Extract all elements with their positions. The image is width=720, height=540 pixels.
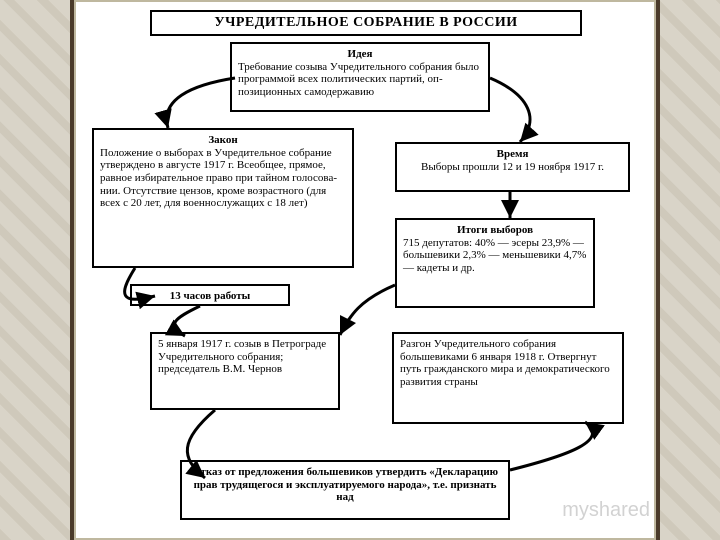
node-refusal: Отказ от предложения большевиков утверди… xyxy=(180,460,510,520)
node-jan5: 5 января 1917 г. со­зыв в Петрограде Учр… xyxy=(150,332,340,410)
node-idea-title: Идея xyxy=(238,48,482,61)
node-dispersal: Разгон Учредительного собрания большевик… xyxy=(392,332,624,424)
node-idea-body: Требование созыва Учредитель­ного собран… xyxy=(238,61,482,99)
node-law-title: Закон xyxy=(100,134,346,147)
node-results-title: Итоги выборов xyxy=(403,224,587,237)
node-law: Закон Положение о выборах в Учре­дительн… xyxy=(92,128,354,268)
node-refusal-body: Отказ от предложения большевиков утверди… xyxy=(188,466,502,504)
node-jan5-body: 5 января 1917 г. со­зыв в Петрограде Учр… xyxy=(158,338,332,376)
node-idea: Идея Требование созыва Учредитель­ного с… xyxy=(230,42,490,112)
node-results: Итоги выборов 715 депутатов: 40% — эсеры… xyxy=(395,218,595,308)
node-hours: 13 часов работы xyxy=(130,284,290,306)
node-hours-title: 13 часов работы xyxy=(138,290,282,303)
page: УЧРЕДИТЕЛЬНОЕ СОБРАНИЕ В РОССИИ Идея Тре… xyxy=(0,0,720,540)
node-time: Время Выборы прошли 12 и 19 ноября 1917 … xyxy=(395,142,630,192)
node-time-title: Время xyxy=(403,148,622,161)
node-results-body: 715 депутатов: 40% — эсеры 23,9% — больш… xyxy=(403,237,587,275)
node-time-body: Выборы прошли 12 и 19 ноября 1917 г. xyxy=(403,161,622,174)
main-title: УЧРЕДИТЕЛЬНОЕ СОБРАНИЕ В РОССИИ xyxy=(150,10,582,36)
node-dispersal-body: Разгон Учредительного собрания большевик… xyxy=(400,338,616,389)
watermark: myshared xyxy=(562,499,650,522)
node-law-body: Положение о выборах в Учре­дительное соб… xyxy=(100,147,346,210)
